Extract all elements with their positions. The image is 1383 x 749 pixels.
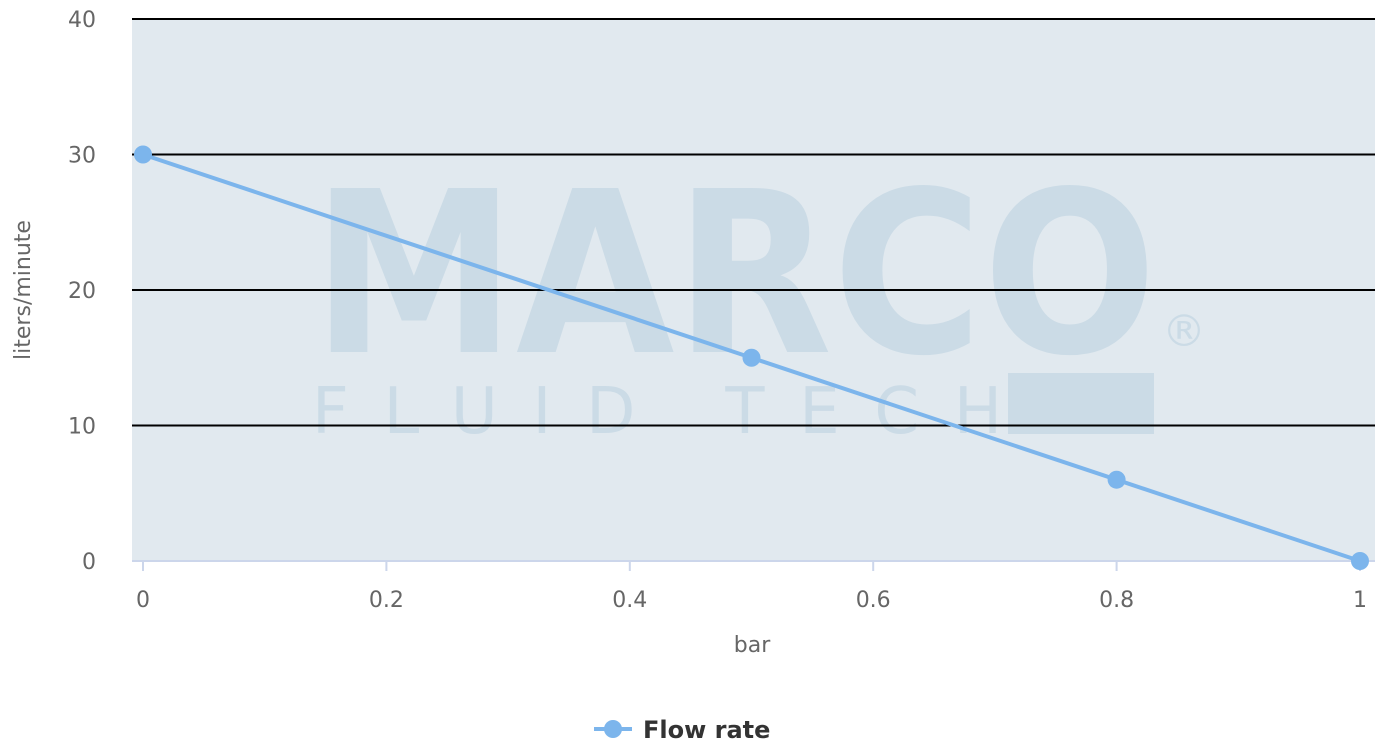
y-gridlines [132, 18, 1375, 427]
x-tick-label-4: 0.8 [1099, 588, 1134, 613]
y-tick-label-0: 0 [82, 550, 96, 575]
legend-label[interactable]: Flow rate [643, 716, 770, 744]
data-point-0-0[interactable] [134, 145, 152, 164]
watermark-registered-mark: ® [1162, 306, 1206, 357]
y-tick-label-1: 10 [68, 415, 96, 440]
watermark-block [1008, 373, 1154, 434]
y-tick-labels: 0 10 20 30 40 [68, 8, 96, 575]
data-point-0-3[interactable] [1351, 552, 1369, 570]
legend[interactable]: Flow rate [594, 716, 770, 744]
series-layer [134, 145, 1369, 570]
x-tick-label-0: 0 [136, 588, 150, 613]
x-tick-label-3: 0.6 [856, 588, 891, 613]
y-tick-label-2: 20 [68, 279, 96, 304]
x-axis-title: bar [734, 633, 771, 658]
y-axis-title: liters/minute [11, 220, 36, 360]
x-tick-label-1: 0.2 [369, 588, 404, 613]
data-point-0-2[interactable] [1107, 470, 1126, 489]
watermark-brand: MARCO [312, 144, 1157, 406]
data-point-0-1[interactable] [742, 348, 761, 367]
y-tick-label-3: 30 [68, 144, 96, 169]
legend-marker [604, 720, 622, 738]
series-line-0 [141, 152, 1362, 563]
x-tick-labels: 0 0.2 0.4 0.6 0.8 1 [136, 588, 1367, 613]
x-tick-label-2: 0.4 [612, 588, 647, 613]
y-tick-label-4: 40 [68, 8, 96, 33]
marco-fluid-tech-logo-watermark: MARCO ® FLUID TECH [312, 144, 1206, 449]
x-tick-label-5: 1 [1353, 588, 1367, 613]
x-ticks [142, 561, 1361, 571]
